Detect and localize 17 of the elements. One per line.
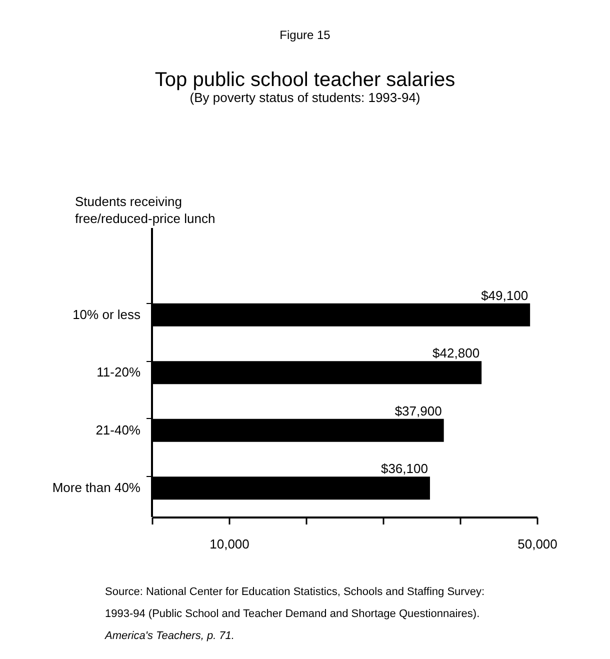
- data-label: $42,800: [432, 346, 480, 361]
- y-tick-label: 11-20%: [96, 364, 141, 380]
- source-note: Source: National Center for Education Statistics, Schools and Staffing Survey:: [105, 586, 484, 598]
- y-axis-title: Students receiving free/reduced-price lunch: [75, 194, 216, 226]
- y-tick-label: More than 40%: [52, 480, 141, 496]
- data-label: $36,100: [380, 461, 428, 476]
- data-label: $37,900: [394, 403, 442, 418]
- text: 1993-94 (Public School and Teacher Demand and Shortage Questionnaires).: [105, 608, 480, 620]
- text: America's Teachers, p. 71.: [104, 630, 234, 642]
- x-tick-label: 10,000: [210, 536, 250, 552]
- y-tick-label: 21-40%: [96, 422, 141, 438]
- y-tick-label: 10% or less: [72, 306, 141, 322]
- x-tick-label: 50,000: [518, 536, 558, 552]
- chart-subtitle: (By poverty status of students: 1993-94): [190, 90, 420, 105]
- caption: Figure 15: [280, 28, 331, 42]
- chart-title: Top public school teacher salaries: [154, 69, 456, 91]
- data-label: $49,100: [481, 288, 528, 303]
